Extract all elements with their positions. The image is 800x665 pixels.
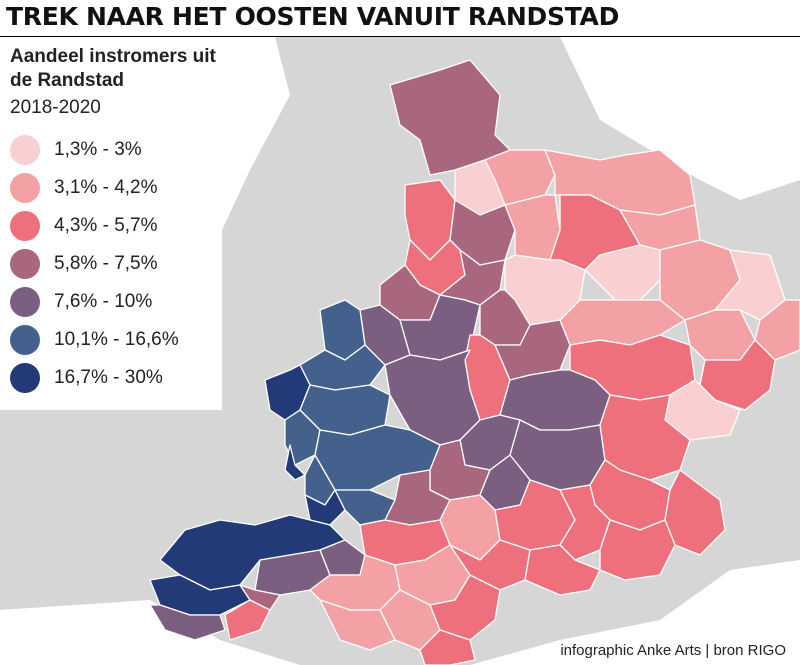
legend-swatch bbox=[10, 287, 40, 317]
legend-label: 16,7% - 30% bbox=[54, 367, 163, 388]
legend-item: 1,3% - 3% bbox=[10, 135, 220, 165]
region-n3 bbox=[484, 149, 556, 206]
region-n13 bbox=[584, 244, 661, 301]
legend-label: 7,6% - 10% bbox=[54, 291, 153, 312]
legend-label: 4,3% - 5,7% bbox=[54, 215, 158, 236]
legend-title: Aandeel instromers uit de Randstad bbox=[10, 46, 216, 91]
region-n15 bbox=[714, 249, 786, 321]
legend-item: 7,6% - 10% bbox=[10, 287, 220, 317]
map-title: TREK NAAR HET OOSTEN VANUIT RANDSTAD bbox=[6, 2, 620, 31]
region-sw4 bbox=[224, 599, 271, 641]
legend-item: 10,1% - 16,6% bbox=[10, 325, 220, 355]
region-b5 bbox=[384, 349, 481, 446]
region-b8 bbox=[284, 444, 306, 481]
legend-label: 1,3% - 3% bbox=[54, 139, 142, 160]
legend-label: 5,8% - 7,5% bbox=[54, 253, 158, 274]
region-sw3 bbox=[149, 604, 226, 641]
legend-swatch bbox=[10, 173, 40, 203]
region-sw11 bbox=[524, 544, 601, 596]
legend-item: 5,8% - 7,5% bbox=[10, 249, 220, 279]
region-sw14 bbox=[419, 629, 476, 665]
legend-item: 16,7% - 30% bbox=[10, 363, 220, 393]
land-outside-south-east bbox=[470, 560, 800, 665]
legend-swatch bbox=[10, 211, 40, 241]
legend-swatch bbox=[10, 249, 40, 279]
legend-swatch bbox=[10, 135, 40, 165]
legend-label: 3,1% - 4,2% bbox=[54, 177, 158, 198]
legend-swatch bbox=[10, 363, 40, 393]
legend: Aandeel instromers uit de Randstad 2018-… bbox=[0, 37, 222, 409]
title-bar: TREK NAAR HET OOSTEN VANUIT RANDSTAD bbox=[0, 0, 800, 37]
land-outside-east bbox=[560, 37, 800, 200]
region-sw15 bbox=[319, 599, 396, 651]
legend-swatch bbox=[10, 325, 40, 355]
legend-period: 2018-2020 bbox=[10, 97, 101, 118]
legend-item: 4,3% - 5,7% bbox=[10, 211, 220, 241]
region-s5 bbox=[599, 519, 676, 581]
legend-item: 3,1% - 4,2% bbox=[10, 173, 220, 203]
map-area bbox=[0, 37, 800, 665]
legend-label: 10,1% - 16,6% bbox=[54, 329, 179, 350]
source-credit: infographic Anke Arts | bron RIGO bbox=[560, 642, 786, 659]
land-outside-south bbox=[0, 600, 300, 665]
region-sw6 bbox=[239, 584, 281, 611]
